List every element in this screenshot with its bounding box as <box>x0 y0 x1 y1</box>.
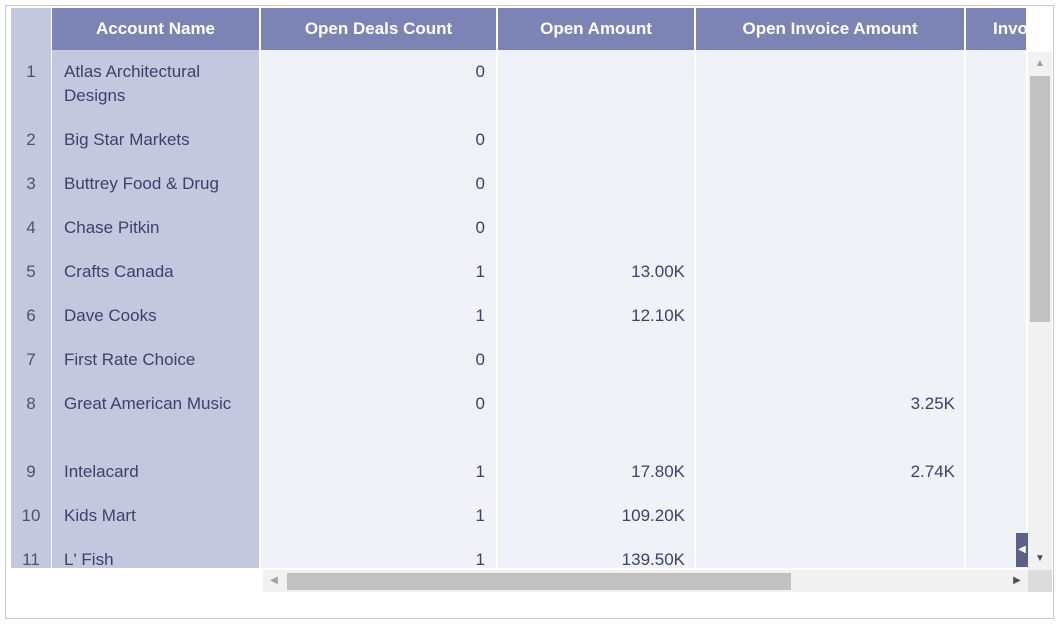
open-deals-count-cell[interactable]: 0 <box>475 218 485 237</box>
table-footer-blank <box>6 568 263 618</box>
open-invoice-amount-cell[interactable]: 2.74K <box>910 462 955 481</box>
column-header-invoice-truncated[interactable]: Invo <box>966 8 1026 50</box>
row-number: 6 <box>26 306 36 325</box>
open-deals-count-cell[interactable]: 0 <box>475 350 485 369</box>
open-deals-count-cell[interactable]: 0 <box>475 174 485 193</box>
account-name-cell[interactable]: Buttrey Food & Drug <box>64 174 219 193</box>
open-deals-count-cell[interactable]: 1 <box>475 306 485 325</box>
horizontal-scrollbar-thumb[interactable] <box>287 573 791 590</box>
account-name-column <box>52 8 259 568</box>
open-deals-count-cell[interactable]: 1 <box>475 262 485 281</box>
row-number: 4 <box>26 218 36 237</box>
open-deals-count-cell[interactable]: 0 <box>475 130 485 149</box>
row-number: 10 <box>21 506 41 525</box>
account-name-cell[interactable]: Great American Music <box>64 394 232 413</box>
table-header: Account Name Open Deals Count Open Amoun… <box>6 8 1026 50</box>
vertical-scrollbar-thumb[interactable] <box>1030 76 1050 322</box>
row-number: 3 <box>26 174 36 193</box>
row-number: 2 <box>26 130 36 149</box>
account-name-cell[interactable]: Intelacard <box>64 462 139 481</box>
open-amount-cell[interactable]: 12.10K <box>631 306 685 325</box>
table-footer-blank <box>263 592 1053 618</box>
column-divider <box>964 8 966 568</box>
account-name-cell[interactable]: L' Fish <box>64 550 114 569</box>
triangle-left-icon: ◀ <box>1018 544 1026 555</box>
triangle-right-icon[interactable]: ▶ <box>1013 575 1021 586</box>
column-header-open-invoice-amount[interactable]: Open Invoice Amount <box>696 8 964 50</box>
account-name-cell[interactable]: Atlas Architectural Designs <box>64 62 201 105</box>
account-name-cell[interactable]: First Rate Choice <box>64 350 196 369</box>
account-name-cell[interactable]: Big Star Markets <box>64 130 190 149</box>
column-header-account-name[interactable]: Account Name <box>52 8 259 50</box>
row-number-column <box>11 8 51 568</box>
open-deals-count-cell[interactable]: 1 <box>475 506 485 525</box>
row-number: 11 <box>22 550 40 569</box>
collapse-panel-handle[interactable]: ◀ <box>1016 533 1028 567</box>
column-divider <box>259 8 261 568</box>
row-number: 5 <box>26 262 36 281</box>
open-invoice-amount-cell[interactable]: 3.25K <box>910 394 955 413</box>
open-amount-cell[interactable]: 17.80K <box>631 462 685 481</box>
account-name-cell[interactable]: Chase Pitkin <box>64 218 160 237</box>
data-columns-area <box>260 8 1026 568</box>
open-deals-count-cell[interactable]: 1 <box>475 550 485 569</box>
account-name-cell[interactable]: Kids Mart <box>64 506 136 525</box>
triangle-down-icon[interactable]: ▼ <box>1035 553 1045 564</box>
header-corner <box>11 8 51 50</box>
triangle-left-icon[interactable]: ◀ <box>270 575 278 586</box>
column-divider <box>496 8 498 568</box>
scrollbar-corner <box>1028 570 1052 592</box>
open-amount-cell[interactable]: 109.20K <box>621 506 685 525</box>
account-name-cell[interactable]: Dave Cooks <box>64 306 157 325</box>
row-number: 1 <box>26 62 36 81</box>
column-header-open-amount[interactable]: Open Amount <box>498 8 694 50</box>
row-number: 7 <box>26 350 36 369</box>
row-number: 9 <box>26 462 36 481</box>
table-widget: Account Name Open Deals Count Open Amoun… <box>5 5 1054 619</box>
vertical-scrollbar[interactable]: ▲ ▼ <box>1028 52 1052 571</box>
account-name-cell[interactable]: Crafts Canada <box>64 262 174 281</box>
triangle-up-icon[interactable]: ▲ <box>1035 58 1045 69</box>
row-number: 8 <box>26 394 36 413</box>
column-divider <box>694 8 696 568</box>
horizontal-scrollbar[interactable]: ◀ ▶ <box>263 570 1028 592</box>
open-amount-cell[interactable]: 13.00K <box>631 262 685 281</box>
open-deals-count-cell[interactable]: 0 <box>475 62 485 81</box>
row-number-divider <box>51 8 52 568</box>
open-deals-count-cell[interactable]: 1 <box>475 462 485 481</box>
open-amount-cell[interactable]: 139.50K <box>621 550 685 569</box>
open-deals-count-cell[interactable]: 0 <box>475 394 485 413</box>
column-header-open-deals-count[interactable]: Open Deals Count <box>261 8 496 50</box>
